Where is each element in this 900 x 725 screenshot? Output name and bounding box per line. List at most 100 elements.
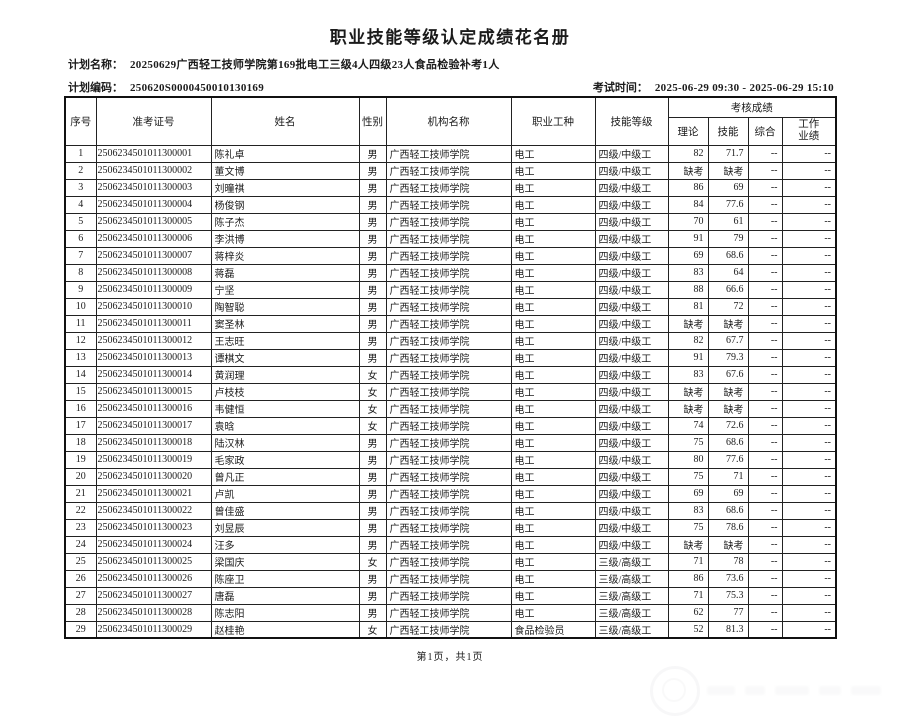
page-title: 职业技能等级认定成绩花名册 [329, 28, 571, 47]
cell-work: -- [781, 331, 837, 350]
cell-skill: 71 [707, 467, 749, 486]
cell-name: 窦圣林 [210, 314, 360, 333]
cell-name: 卢枝枝 [210, 382, 360, 401]
cell-name: 陈礼卓 [210, 144, 360, 163]
cell-no: 28 [64, 603, 97, 622]
cell-name: 黄润理 [210, 365, 360, 384]
cell-level: 三级/高级工 [594, 586, 669, 605]
cell-ticket: 2506234501011300013 [95, 348, 212, 367]
cell-name: 袁晗 [210, 416, 360, 435]
cell-org: 广西轻工技师学院 [385, 399, 512, 418]
cell-level: 四级/中级工 [594, 144, 669, 163]
cell-level: 四级/中级工 [594, 399, 669, 418]
cell-org: 广西轻工技师学院 [385, 467, 512, 486]
cell-occupation: 电工 [510, 433, 596, 452]
cell-no: 12 [64, 331, 97, 350]
cell-gender: 男 [358, 263, 387, 282]
cell-org: 广西轻工技师学院 [385, 365, 512, 384]
cell-level: 四级/中级工 [594, 484, 669, 503]
cell-name: 刘昱辰 [210, 518, 360, 537]
cell-occupation: 电工 [510, 518, 596, 537]
col-header-level: 技能等级 [594, 96, 669, 146]
cell-level: 四级/中级工 [594, 178, 669, 197]
col-header-occupation: 职业工种 [510, 96, 596, 146]
cell-gender: 男 [358, 280, 387, 299]
cell-org: 广西轻工技师学院 [385, 518, 512, 537]
cell-level: 三级/高级工 [594, 569, 669, 588]
cell-comprehensive: -- [747, 178, 783, 197]
cell-name: 宁坚 [210, 280, 360, 299]
cell-skill: 缺考 [707, 161, 749, 180]
cell-no: 22 [64, 501, 97, 520]
cell-ticket: 2506234501011300003 [95, 178, 212, 197]
cell-no: 13 [64, 348, 97, 367]
cell-no: 7 [64, 246, 97, 265]
cell-occupation: 电工 [510, 569, 596, 588]
cell-no: 19 [64, 450, 97, 469]
cell-theory: 82 [667, 331, 709, 350]
cell-occupation: 电工 [510, 535, 596, 554]
table-row: 22 2506234501011300022 曾佳盛男广西轻工技师学院 电工 四级/中级… [64, 501, 837, 520]
cell-level: 四级/中级工 [594, 382, 669, 401]
cell-level: 四级/中级工 [594, 297, 669, 316]
cell-skill: 81.3 [707, 620, 749, 639]
cell-ticket: 2506234501011300025 [95, 552, 212, 571]
cell-gender: 男 [358, 484, 387, 503]
cell-work: -- [781, 229, 837, 248]
cell-theory: 83 [667, 263, 709, 282]
table-row: 21 2506234501011300021 卢凯男广西轻工技师学院 电工 四级/中级工… [64, 484, 837, 503]
cell-org: 广西轻工技师学院 [385, 433, 512, 452]
cell-org: 广西轻工技师学院 [385, 297, 512, 316]
cell-level: 四级/中级工 [594, 161, 669, 180]
cell-org: 广西轻工技师学院 [385, 535, 512, 554]
table-row: 2 2506234501011300002 董文博男广西轻工技师学院 电工 四级/中级工… [64, 161, 837, 180]
cell-org: 广西轻工技师学院 [385, 229, 512, 248]
cell-level: 四级/中级工 [594, 314, 669, 333]
cell-gender: 男 [358, 161, 387, 180]
cell-gender: 女 [358, 365, 387, 384]
cell-gender: 男 [358, 450, 387, 469]
cell-occupation: 电工 [510, 314, 596, 333]
col-header-name: 姓名 [210, 96, 360, 146]
cell-skill: 缺考 [707, 535, 749, 554]
exam-time-value: 2025-06-29 09:30 - 2025-06-29 15:10 [654, 82, 834, 94]
cell-name: 梁国庆 [210, 552, 360, 571]
cell-name: 陶智聪 [210, 297, 360, 316]
cell-work: -- [781, 195, 837, 214]
table-row: 10 2506234501011300010 陶智聪男广西轻工技师学院 电工 四级/中级… [64, 297, 837, 316]
cell-org: 广西轻工技师学院 [385, 552, 512, 571]
cell-name: 唐磊 [210, 586, 360, 605]
table-row: 20 2506234501011300020 曾凡正男广西轻工技师学院 电工 四级/中级… [64, 467, 837, 486]
cell-theory: 75 [667, 518, 709, 537]
cell-comprehensive: -- [747, 569, 783, 588]
cell-skill: 72.6 [707, 416, 749, 435]
cell-ticket: 2506234501011300026 [95, 569, 212, 588]
cell-comprehensive: -- [747, 331, 783, 350]
cell-name: 李洪博 [210, 229, 360, 248]
cell-occupation: 电工 [510, 365, 596, 384]
cell-no: 4 [64, 195, 97, 214]
cell-skill: 67.6 [707, 365, 749, 384]
cell-theory: 91 [667, 229, 709, 248]
cell-no: 11 [64, 314, 97, 333]
col-header-no: 序号 [64, 96, 97, 146]
cell-name: 谭棋文 [210, 348, 360, 367]
cell-org: 广西轻工技师学院 [385, 501, 512, 520]
cell-occupation: 电工 [510, 212, 596, 231]
cell-no: 14 [64, 365, 97, 384]
cell-level: 四级/中级工 [594, 467, 669, 486]
cell-occupation: 电工 [510, 603, 596, 622]
cell-level: 四级/中级工 [594, 535, 669, 554]
cell-gender: 女 [358, 382, 387, 401]
cell-name: 陈座卫 [210, 569, 360, 588]
cell-theory: 71 [667, 552, 709, 571]
col-header-skill: 技能 [707, 116, 749, 146]
score-table: 序号 准考证号 姓名 性别 机构名称 职业工种 技能等级 考核成绩 理论 技能 … [64, 96, 837, 639]
cell-work: -- [781, 144, 837, 163]
cell-theory: 62 [667, 603, 709, 622]
cell-name: 曾凡正 [210, 467, 360, 486]
cell-work: -- [781, 365, 837, 384]
cell-comprehensive: -- [747, 161, 783, 180]
cell-work: -- [781, 212, 837, 231]
cell-occupation: 电工 [510, 195, 596, 214]
